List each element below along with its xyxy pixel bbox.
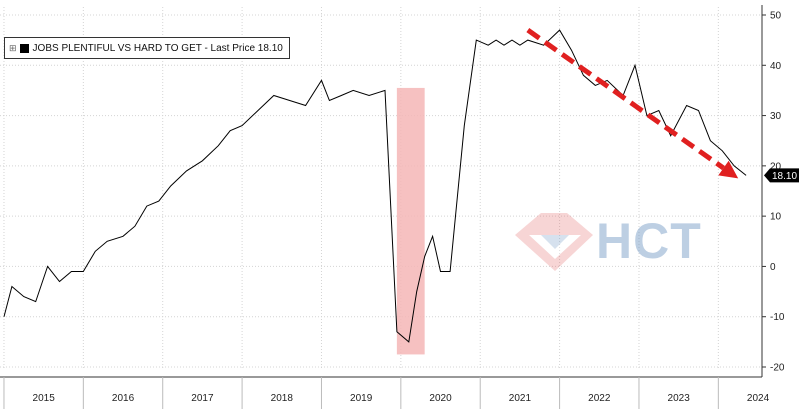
legend-label: JOBS PLENTIFUL VS HARD TO GET - Last Pri… bbox=[32, 42, 283, 54]
y-tick-label: 40 bbox=[770, 61, 782, 72]
legend-swatch bbox=[19, 43, 29, 53]
x-tick-label: 2017 bbox=[191, 393, 214, 404]
series-line bbox=[3, 29, 747, 343]
last-price-badge-shape bbox=[764, 168, 799, 183]
y-tick-label: 30 bbox=[770, 111, 782, 122]
x-axis-ticks: 2015 2016 2017 2018 2019 2020 2021 2022 2023 2024 bbox=[3, 377, 770, 409]
legend[interactable]: ⊞ JOBS PLENTIFUL VS HARD TO GET - Last P… bbox=[4, 37, 290, 59]
horizontal-gridlines bbox=[0, 14, 762, 368]
diamond-logo-icon bbox=[515, 213, 593, 271]
trend-arrow-shaft bbox=[526, 28, 725, 171]
y-axis-ticks: -20 -10 0 10 20 30 40 50 bbox=[762, 11, 785, 374]
last-price-badge: 18.10 bbox=[764, 168, 799, 183]
x-tick-label: 2021 bbox=[509, 393, 532, 404]
expand-plus-icon[interactable]: ⊞ bbox=[9, 42, 17, 53]
vertical-gridlines bbox=[3, 7, 719, 369]
recession-shade bbox=[396, 87, 425, 355]
x-tick-label: 2024 bbox=[747, 393, 770, 404]
x-tick-label: 2018 bbox=[271, 393, 294, 404]
x-tick-label: 2015 bbox=[33, 393, 56, 404]
x-tick-label: 2019 bbox=[350, 393, 373, 404]
x-tick-label: 2022 bbox=[588, 393, 611, 404]
y-tick-label: 10 bbox=[770, 212, 782, 223]
y-tick-label: 20 bbox=[770, 161, 782, 172]
y-tick-label: -10 bbox=[770, 312, 785, 323]
y-tick-label: 50 bbox=[770, 11, 782, 22]
last-price-label: 18.10 bbox=[772, 171, 797, 182]
y-tick-label: 0 bbox=[770, 262, 776, 273]
x-tick-label: 2016 bbox=[112, 393, 135, 404]
y-tick-label: -20 bbox=[770, 363, 785, 374]
trend-arrow bbox=[526, 28, 739, 179]
x-tick-label: 2020 bbox=[429, 393, 452, 404]
watermark-logo bbox=[515, 213, 595, 278]
x-tick-label: 2023 bbox=[668, 393, 691, 404]
watermark-text: HCT bbox=[596, 213, 702, 269]
trend-arrow-head bbox=[718, 160, 739, 179]
